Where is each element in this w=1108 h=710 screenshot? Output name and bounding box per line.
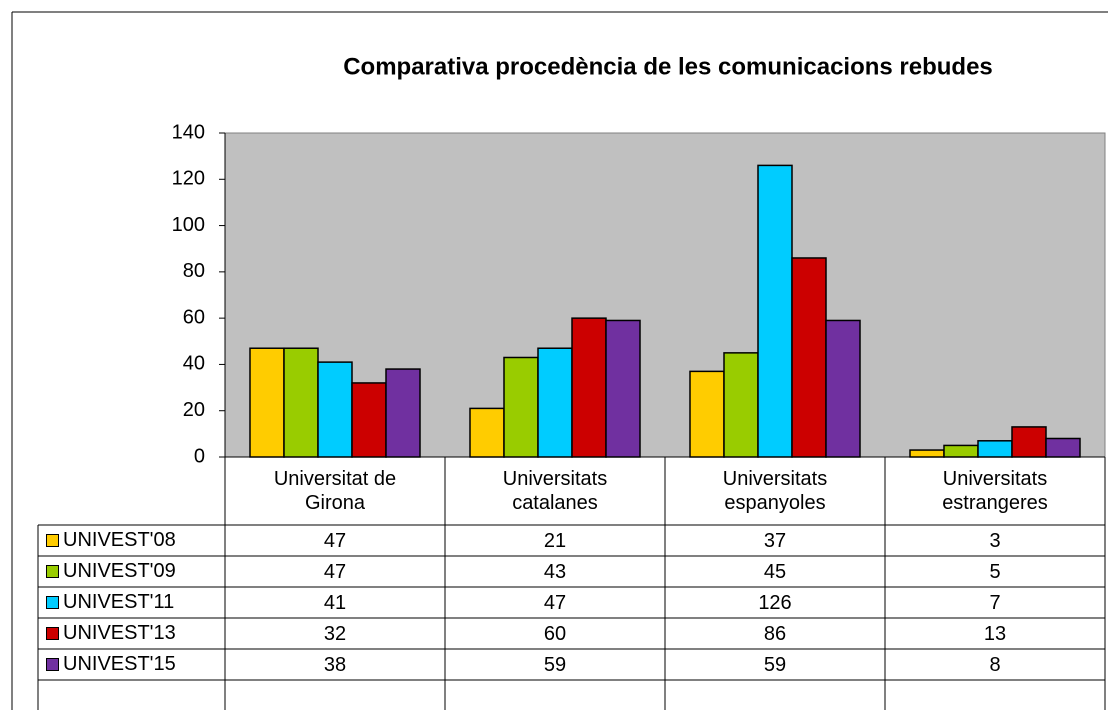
- legend-entry: UNIVEST'09: [38, 556, 176, 587]
- bar: [351, 382, 387, 458]
- bar: [791, 257, 827, 458]
- bar: [1045, 437, 1081, 458]
- table-value: 126: [758, 591, 792, 614]
- legend-entry: UNIVEST'11: [38, 587, 174, 618]
- legend-swatch: [46, 658, 59, 671]
- bar: [943, 444, 979, 458]
- table-value: 32: [323, 622, 347, 645]
- legend-entry: UNIVEST'15: [38, 649, 176, 680]
- table-value: 47: [543, 591, 567, 614]
- bar: [283, 347, 319, 458]
- y-tick-label: 0: [194, 445, 205, 467]
- y-tick-label: 20: [183, 399, 205, 421]
- table-value: 21: [543, 529, 567, 552]
- legend-label: UNIVEST'08: [63, 529, 176, 551]
- bar: [757, 164, 793, 458]
- table-value: 47: [323, 529, 347, 552]
- chart-title: Comparativa procedència de les comunicac…: [343, 53, 993, 80]
- table-value: 37: [763, 529, 787, 552]
- legend-label: UNIVEST'09: [63, 560, 176, 582]
- table-value: 59: [543, 653, 567, 676]
- bar: [571, 317, 607, 458]
- y-tick-label: 100: [172, 214, 205, 236]
- y-tick-label: 80: [183, 260, 205, 282]
- bar: [1011, 426, 1047, 458]
- bar: [689, 370, 725, 458]
- bar: [503, 356, 539, 458]
- bar: [385, 368, 421, 458]
- category-label: Universitats estrangeres: [942, 468, 1048, 514]
- table-value: 86: [763, 622, 787, 645]
- category-label: Universitats espanyoles: [722, 468, 828, 514]
- table-value: 41: [323, 591, 347, 614]
- bar: [469, 407, 505, 458]
- legend-entry: UNIVEST'13: [38, 618, 176, 649]
- legend-swatch: [46, 596, 59, 609]
- table-value: 60: [543, 622, 567, 645]
- legend-swatch: [46, 627, 59, 640]
- bar: [317, 361, 353, 458]
- y-tick-label: 60: [183, 306, 205, 328]
- bar: [605, 319, 641, 458]
- legend-entry: UNIVEST'08: [38, 525, 176, 556]
- legend-label: UNIVEST'15: [63, 653, 176, 675]
- legend-swatch: [46, 565, 59, 578]
- bar: [723, 352, 759, 458]
- y-tick-label: 40: [183, 353, 205, 375]
- table-value: 59: [763, 653, 787, 676]
- category-label: Universitats catalanes: [502, 468, 608, 514]
- table-value: 13: [983, 622, 1007, 645]
- table-value: 45: [763, 560, 787, 583]
- table-value: 7: [989, 591, 1001, 614]
- bar: [909, 449, 945, 458]
- legend-swatch: [46, 534, 59, 547]
- bar: [825, 319, 861, 458]
- table-value: 47: [323, 560, 347, 583]
- y-tick-label: 140: [172, 121, 205, 143]
- bar: [977, 440, 1013, 458]
- y-tick-label: 120: [172, 168, 205, 190]
- category-label: Universitat de Girona: [273, 468, 397, 514]
- legend-label: UNIVEST'13: [63, 622, 176, 644]
- table-value: 8: [989, 653, 1001, 676]
- table-value: 38: [323, 653, 347, 676]
- table-value: 3: [989, 529, 1001, 552]
- table-value: 43: [543, 560, 567, 583]
- bar: [249, 347, 285, 458]
- table-value: 5: [989, 560, 1001, 583]
- bar: [537, 347, 573, 458]
- legend-label: UNIVEST'11: [63, 591, 175, 613]
